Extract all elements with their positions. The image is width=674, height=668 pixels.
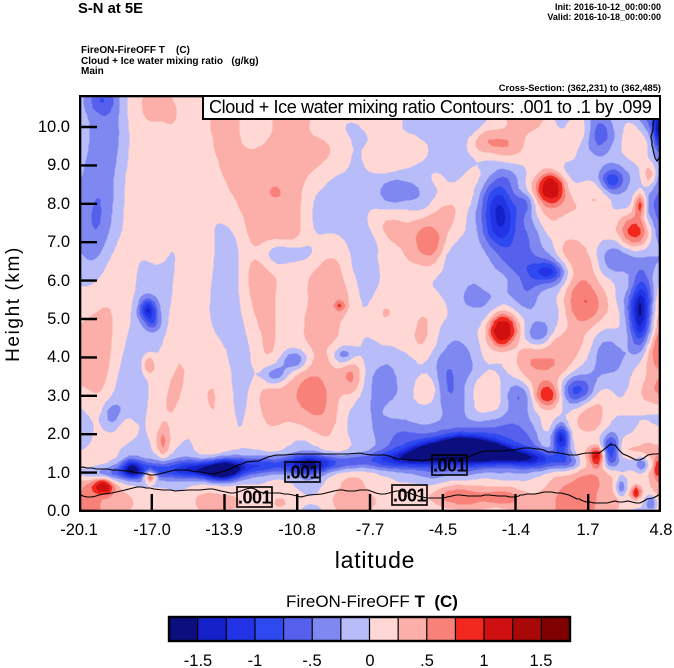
svg-text:.001: .001 xyxy=(286,463,320,483)
svg-text:.001: .001 xyxy=(433,456,467,476)
svg-text:.001: .001 xyxy=(238,488,272,508)
svg-text:.001: .001 xyxy=(393,486,427,506)
